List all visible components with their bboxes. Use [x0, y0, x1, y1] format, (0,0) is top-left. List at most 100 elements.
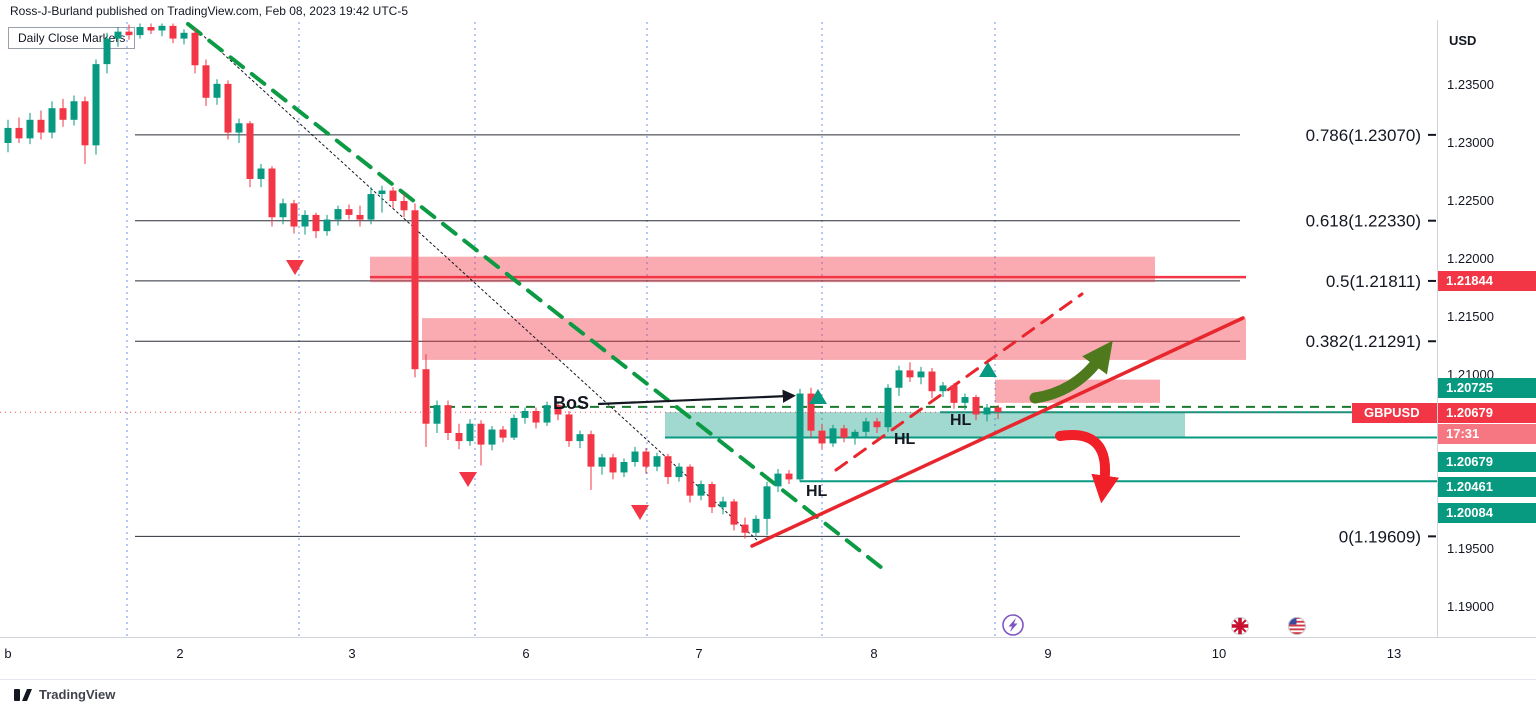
candle [312, 212, 320, 239]
annotation-bos: BoS [553, 393, 589, 413]
candle [4, 119, 12, 153]
time-tick: 6 [522, 646, 530, 661]
candle [334, 205, 342, 226]
bearish-curved-arrow[interactable] [1055, 430, 1120, 504]
candle [213, 79, 221, 105]
candle [686, 464, 694, 503]
candle [433, 400, 441, 433]
price-level-label: 1.20725 [1437, 378, 1536, 398]
rising-dashed[interactable] [834, 292, 1084, 472]
sell-marker[interactable] [286, 260, 304, 275]
candle [950, 383, 958, 409]
candle [356, 205, 364, 227]
flag-icon-ring [1230, 616, 1250, 636]
candle [158, 23, 166, 37]
tradingview-logo[interactable] [14, 686, 33, 703]
annotation-hl: HL [950, 412, 972, 429]
bos-arrow[interactable] [597, 389, 796, 406]
candle [554, 401, 562, 421]
annotation-hl: HL [806, 483, 828, 500]
indicator-legend-label: Daily Close Markers [18, 31, 126, 45]
candle [235, 118, 243, 143]
price-tick: 1.19000 [1447, 599, 1494, 614]
attribution-text: Ross-J-Burland published on TradingView.… [10, 4, 408, 18]
last-price-value: 1.20679 [1446, 405, 1493, 420]
lightning-event-icon[interactable] [1002, 614, 1024, 636]
gbp-flag-event-icon[interactable] [1231, 617, 1249, 635]
candle [378, 185, 386, 213]
candle [972, 394, 980, 421]
candle [994, 405, 1002, 420]
currency-label: USD [1449, 33, 1477, 48]
candle [565, 410, 573, 447]
bullish-curved-arrow[interactable] [1029, 340, 1113, 404]
fib-baseline[interactable] [196, 29, 758, 541]
candle [818, 423, 826, 450]
candle [719, 496, 727, 515]
fib-label: 0(1.19609) [1339, 527, 1421, 546]
candle [587, 430, 595, 490]
us-flag-event-icon[interactable] [1288, 617, 1306, 635]
price-axis-separator [1437, 20, 1438, 637]
footer-divider [0, 679, 1536, 680]
candle [103, 32, 111, 74]
candle [422, 354, 430, 447]
falling-channel-dashed[interactable] [186, 22, 884, 570]
candle [829, 424, 837, 447]
candle [653, 452, 661, 472]
candle [411, 203, 419, 378]
time-tick: 3 [348, 646, 356, 661]
supply-zone-mid[interactable] [422, 318, 1246, 360]
price-level-label: 17:31 [1437, 424, 1536, 444]
candle [664, 453, 672, 485]
candle [400, 194, 408, 218]
candle [257, 163, 265, 188]
candle [851, 429, 859, 445]
time-tick: 8 [870, 646, 878, 661]
candle [290, 199, 298, 234]
candle [488, 426, 496, 451]
candle [961, 393, 969, 410]
price-tick: 1.22500 [1447, 193, 1494, 208]
buy-marker[interactable] [979, 362, 997, 377]
candle [697, 480, 705, 501]
candle [752, 515, 760, 537]
time-tick: 10 [1211, 646, 1227, 661]
candle [895, 365, 903, 396]
demand-zone[interactable] [665, 412, 1185, 438]
sell-marker[interactable] [459, 472, 477, 487]
time-tick: 13 [1386, 646, 1402, 661]
footer: TradingView [14, 686, 115, 703]
sell-marker[interactable] [631, 505, 649, 520]
candle [675, 463, 683, 482]
candle [917, 366, 925, 385]
candle [15, 117, 23, 143]
flag-icon-ring [1287, 616, 1307, 636]
candle [598, 453, 606, 475]
price-tick: 1.23500 [1447, 77, 1494, 92]
candle [37, 110, 45, 140]
price-tick: 1.19500 [1447, 541, 1494, 556]
price-level-label: 1.21844 [1437, 271, 1536, 291]
candle [125, 24, 133, 40]
tradingview-brand: TradingView [39, 687, 116, 702]
price-level-label: 1.20084 [1437, 503, 1536, 523]
candle [444, 400, 452, 440]
current-price-label: GBPUSD 1.20679 [1352, 403, 1536, 423]
fib-label: 0.786(1.23070) [1306, 126, 1421, 145]
candle [521, 407, 529, 424]
candle [631, 446, 639, 467]
time-axis-separator [0, 637, 1536, 638]
rising-support[interactable] [750, 316, 1245, 548]
candle [928, 368, 936, 399]
candle [741, 517, 749, 539]
candle [26, 112, 34, 145]
buy-marker[interactable] [809, 389, 827, 404]
candle [532, 407, 540, 429]
candle [785, 470, 793, 485]
candle [466, 419, 474, 446]
candle [323, 214, 331, 236]
symbol-name: GBPUSD [1364, 405, 1420, 420]
candle [576, 430, 584, 449]
